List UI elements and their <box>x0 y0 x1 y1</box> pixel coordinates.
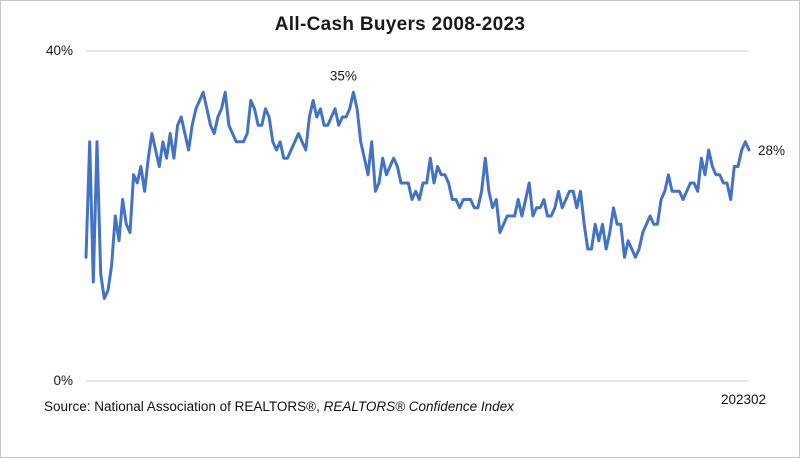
source-note-prefix: Source: National Association of REALTORS… <box>44 399 324 414</box>
y-axis-tick-40: 40% <box>45 43 73 58</box>
y-axis-tick-0: 0% <box>53 373 73 388</box>
all-cash-series-line <box>84 90 751 300</box>
source-note-publication: REALTORS® Confidence Index <box>323 399 514 414</box>
chart-title: All-Cash Buyers 2008-2023 <box>274 14 526 35</box>
source-note: Source: National Association of REALTORS… <box>44 399 514 414</box>
x-axis-label-latest-period: 202302 <box>720 392 766 407</box>
data-label-35%: 35% <box>330 68 357 83</box>
data-label-28%: 28% <box>758 143 785 158</box>
